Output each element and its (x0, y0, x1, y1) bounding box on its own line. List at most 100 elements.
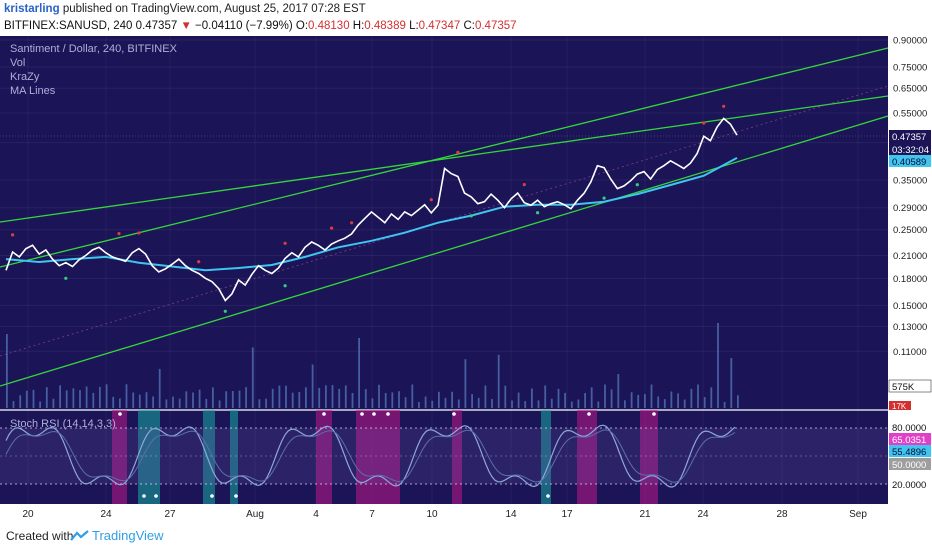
volume-bar (644, 394, 646, 408)
y-tick-label: 0.25000 (893, 225, 927, 236)
volume-bar (663, 399, 666, 408)
volume-bar (265, 398, 267, 408)
sell-signal-marker (330, 226, 334, 230)
volume-bar (717, 323, 719, 408)
volume-bar (258, 399, 261, 408)
volume-bar (398, 391, 400, 408)
moving-average-line (5, 157, 738, 272)
overbought-marker (587, 412, 591, 416)
volume-bar (225, 391, 228, 408)
volume-bar (610, 389, 613, 408)
volume-bars (6, 323, 739, 408)
timer-badge-text: 03:32:04 (892, 145, 929, 156)
volume-bar (238, 390, 241, 408)
volume-bar (291, 392, 294, 408)
volume-bar (544, 385, 547, 408)
vol2-badge (889, 401, 911, 410)
volume-bar (730, 358, 733, 408)
timer-badge (889, 143, 931, 155)
last-price: 0.47357 (135, 20, 178, 32)
symbol-name: BITFINEX:SANUSD, 240 (4, 20, 133, 32)
time-scale[interactable] (0, 504, 932, 522)
volume-bar (418, 402, 420, 408)
volume-bar (72, 388, 75, 408)
volume-bar (192, 392, 194, 408)
volume-bar (105, 384, 108, 408)
volume-bar (451, 391, 453, 408)
overbought-marker (652, 412, 656, 416)
volume-bar (384, 393, 387, 408)
volume-bar (298, 392, 301, 408)
volume-bar (165, 399, 168, 408)
volume-bar (697, 384, 699, 408)
volume-bar (152, 396, 154, 408)
price-badge-text: 0.47357 (892, 132, 926, 143)
volume-bar (570, 401, 573, 408)
vol-badge-text: 575K (892, 382, 915, 393)
volume-bar (597, 401, 600, 408)
volume-bar (531, 388, 533, 408)
mid-badge-text: 50.0000 (892, 460, 926, 471)
oversold-marker (154, 494, 158, 498)
volume-bar (318, 387, 321, 408)
volume-bar (637, 395, 640, 408)
volume-bar (524, 401, 527, 408)
tradingview-logo-icon[interactable] (70, 530, 90, 542)
volume-bar (92, 392, 95, 408)
stoch-d-badge-text: 55.4896 (892, 447, 926, 458)
x-tick-label: 21 (639, 509, 651, 520)
channel-line (0, 47, 889, 268)
tradingview-brand[interactable]: TradingView (92, 528, 164, 543)
vol-badge (888, 379, 932, 393)
sell-signal-marker (137, 231, 141, 235)
publish-header: kristarling published on TradingView.com… (0, 0, 932, 18)
sell-signal-marker (283, 241, 287, 245)
volume-bar (604, 384, 606, 408)
x-tick-label: 4 (313, 509, 319, 520)
volume-bar (550, 398, 553, 408)
sell-signal-marker (522, 183, 526, 187)
volume-bar (364, 389, 367, 408)
x-axis-ticks: 20 24 27 Aug 4 7 10 14 17 21 24 28 Sep (22, 509, 867, 520)
ma-badge-text: 0.40589 (892, 157, 926, 168)
volume-bar (305, 387, 307, 408)
buy-signal-marker (283, 284, 287, 288)
volume-bar (52, 398, 55, 408)
volume-bar (617, 374, 620, 408)
volume-bar (464, 359, 467, 408)
volume-bar (411, 384, 414, 408)
volume-bar (737, 395, 739, 408)
volume-bar (125, 384, 128, 408)
chart-area[interactable]: Santiment / Dollar, 240, BITFINEX Vol Kr… (0, 36, 932, 522)
volume-bar (6, 334, 8, 408)
overbought-marker (322, 412, 326, 416)
volume-bar (504, 385, 507, 408)
y-tick-label: 0.75000 (893, 62, 927, 73)
volume-bar (677, 393, 679, 408)
vol2-badge-text: 17K (892, 402, 907, 411)
channel-line (0, 95, 889, 223)
volume-bar (132, 392, 135, 408)
legend-title: Santiment / Dollar, 240, BITFINEX (10, 43, 178, 55)
volume-bar (424, 396, 427, 408)
volume-bar (438, 391, 440, 408)
overbought-marker (386, 412, 390, 416)
volume-bar (630, 392, 633, 408)
volume-bar (99, 386, 101, 408)
x-tick-label: 10 (426, 509, 438, 520)
overbought-marker (372, 412, 376, 416)
volume-bar (723, 401, 726, 408)
volume-bar (45, 387, 48, 408)
volume-bar (25, 390, 28, 408)
sell-signal-marker (197, 260, 201, 264)
x-tick-label: Sep (849, 509, 867, 520)
author-name[interactable]: kristarling (4, 3, 60, 15)
volume-bar (138, 394, 141, 408)
volume-bar (703, 397, 706, 408)
oversold-marker (210, 494, 214, 498)
volume-bar (517, 392, 520, 408)
buy-signal-marker (536, 211, 540, 215)
volume-bar (351, 393, 354, 408)
oversold-highlight (203, 410, 215, 504)
low-label: L: (409, 20, 419, 32)
